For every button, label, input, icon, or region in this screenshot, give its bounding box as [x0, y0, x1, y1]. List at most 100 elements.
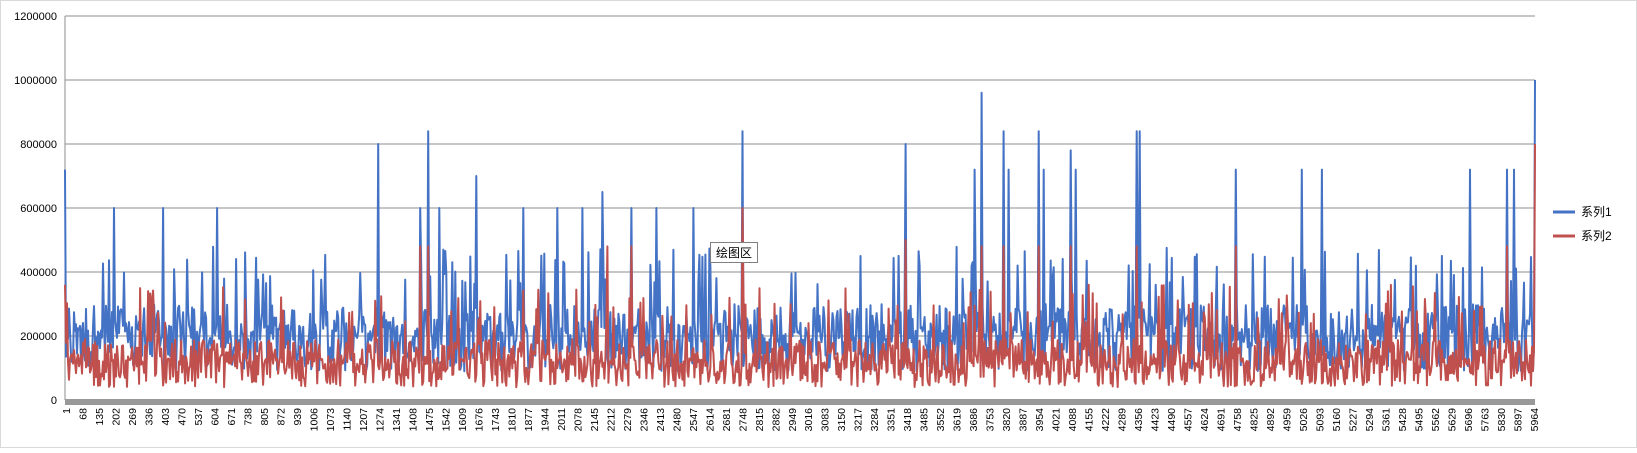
x-tick-label: 68 — [78, 408, 90, 420]
x-tick-label: 2614 — [704, 408, 716, 432]
y-tick-label: 1200000 — [14, 11, 57, 23]
series-line-2 — [64, 143, 1536, 389]
x-tick-label: 3284 — [869, 408, 881, 432]
x-tick-label: 5629 — [1447, 408, 1459, 432]
series-line-1 — [64, 79, 1536, 373]
x-tick-label: 1408 — [407, 408, 419, 432]
x-tick-label: 4088 — [1067, 408, 1079, 432]
x-tick-label: 2480 — [671, 408, 683, 432]
x-tick-label: 2078 — [572, 408, 584, 432]
x-tick-label: 1877 — [523, 408, 535, 432]
x-tick-label: 3619 — [952, 408, 964, 432]
x-tick-label: 2815 — [754, 408, 766, 432]
legend-label-2: 系列2 — [1581, 229, 1612, 243]
x-tick-label: 5897 — [1513, 408, 1525, 432]
x-tick-label: 5495 — [1414, 408, 1426, 432]
x-tick-label: 872 — [275, 408, 287, 426]
x-tick-label: 1743 — [490, 408, 502, 432]
x-tick-label: 5763 — [1480, 408, 1492, 432]
x-tick-label: 4557 — [1183, 408, 1195, 432]
x-tick-label: 3820 — [1001, 408, 1013, 432]
x-tick-label: 2748 — [737, 408, 749, 432]
x-tick-label: 3217 — [853, 408, 865, 432]
x-tick-label: 3686 — [968, 408, 980, 432]
x-tick-label: 135 — [94, 408, 106, 426]
plot-area-tooltip: 绘图区 — [710, 242, 759, 263]
x-tick-label: 604 — [209, 408, 221, 426]
x-tick-label: 1 — [61, 408, 73, 414]
x-tick-label: 4289 — [1117, 408, 1129, 432]
x-tick-label: 2547 — [688, 408, 700, 432]
x-tick-label: 3753 — [985, 408, 997, 432]
x-tick-label: 4490 — [1166, 408, 1178, 432]
x-tick-label: 1609 — [457, 408, 469, 432]
x-tick-label: 4423 — [1150, 408, 1162, 432]
x-tick-label: 5361 — [1381, 408, 1393, 432]
x-axis — [65, 399, 1535, 405]
x-tick-label: 3418 — [902, 408, 914, 432]
x-tick-label: 3351 — [886, 408, 898, 432]
x-tick-label: 2949 — [787, 408, 799, 432]
x-tick-label: 3552 — [935, 408, 947, 432]
x-tick-label: 3083 — [820, 408, 832, 432]
x-tick-label: 5227 — [1348, 408, 1360, 432]
x-tick-label: 2413 — [655, 408, 667, 432]
x-tick-label: 1542 — [440, 408, 452, 432]
x-tick-label: 1274 — [374, 408, 386, 432]
x-tick-label: 5294 — [1364, 408, 1376, 432]
x-tick-label: 4624 — [1199, 408, 1211, 432]
x-tick-label: 4758 — [1232, 408, 1244, 432]
x-tick-label: 2279 — [622, 408, 634, 432]
x-tick-label: 3150 — [836, 408, 848, 432]
x-tick-label: 3954 — [1034, 408, 1046, 432]
x-tick-label: 4825 — [1249, 408, 1261, 432]
x-tick-label: 2882 — [770, 408, 782, 432]
x-tick-label: 939 — [292, 408, 304, 426]
x-tick-label: 1944 — [539, 408, 551, 432]
x-tick-label: 5093 — [1315, 408, 1327, 432]
x-tick-label: 1475 — [424, 408, 436, 432]
x-tick-label: 4021 — [1051, 408, 1063, 432]
x-tick-label: 4959 — [1282, 408, 1294, 432]
x-tick-label: 3016 — [803, 408, 815, 432]
x-tick-label: 4356 — [1133, 408, 1145, 432]
x-tick-label: 3485 — [919, 408, 931, 432]
x-tick-label: 5160 — [1331, 408, 1343, 432]
x-tick-label: 5696 — [1463, 408, 1475, 432]
x-tick-label: 4222 — [1100, 408, 1112, 432]
x-tick-label: 5830 — [1496, 408, 1508, 432]
x-tick-label: 470 — [177, 408, 189, 426]
x-tick-label: 4155 — [1084, 408, 1096, 432]
x-tick-label: 1207 — [358, 408, 370, 432]
y-tick-label: 600000 — [20, 203, 57, 215]
x-tick-label: 1073 — [325, 408, 337, 432]
x-tick-label: 2212 — [605, 408, 617, 432]
y-tick-label: 200000 — [20, 331, 57, 343]
x-tick-label: 2681 — [721, 408, 733, 432]
x-tick-label: 5562 — [1430, 408, 1442, 432]
y-tick-label: 800000 — [20, 139, 57, 151]
y-tick-label: 400000 — [20, 267, 57, 279]
x-tick-label: 1341 — [391, 408, 403, 432]
x-tick-label: 403 — [160, 408, 172, 426]
x-tick-label: 537 — [193, 408, 205, 426]
x-tick-label: 2011 — [556, 408, 568, 431]
x-tick-label: 1006 — [308, 408, 320, 432]
x-tick-label: 5428 — [1397, 408, 1409, 432]
x-tick-label: 805 — [259, 408, 271, 426]
x-tick-label: 4691 — [1216, 408, 1228, 432]
x-tick-label: 5964 — [1529, 408, 1541, 432]
x-tick-label: 269 — [127, 408, 139, 426]
legend-label-1: 系列1 — [1581, 205, 1612, 219]
x-tick-label: 5026 — [1298, 408, 1310, 432]
x-tick-label: 2346 — [638, 408, 650, 432]
x-tick-label: 738 — [242, 408, 254, 426]
x-tick-label: 4892 — [1265, 408, 1277, 432]
x-tick-label: 671 — [226, 408, 238, 426]
x-tick-label: 1810 — [506, 408, 518, 432]
x-tick-label: 1140 — [341, 408, 353, 431]
x-tick-label: 2145 — [589, 408, 601, 432]
x-tick-label: 202 — [111, 408, 123, 426]
